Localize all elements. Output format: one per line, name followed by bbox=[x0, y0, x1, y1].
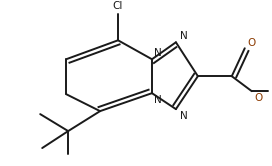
Text: O: O bbox=[248, 38, 256, 48]
Text: N: N bbox=[180, 111, 188, 121]
Text: N: N bbox=[154, 48, 162, 58]
Text: N: N bbox=[180, 31, 188, 41]
Text: N: N bbox=[154, 95, 162, 105]
Text: Cl: Cl bbox=[113, 1, 123, 11]
Text: O: O bbox=[255, 93, 263, 103]
